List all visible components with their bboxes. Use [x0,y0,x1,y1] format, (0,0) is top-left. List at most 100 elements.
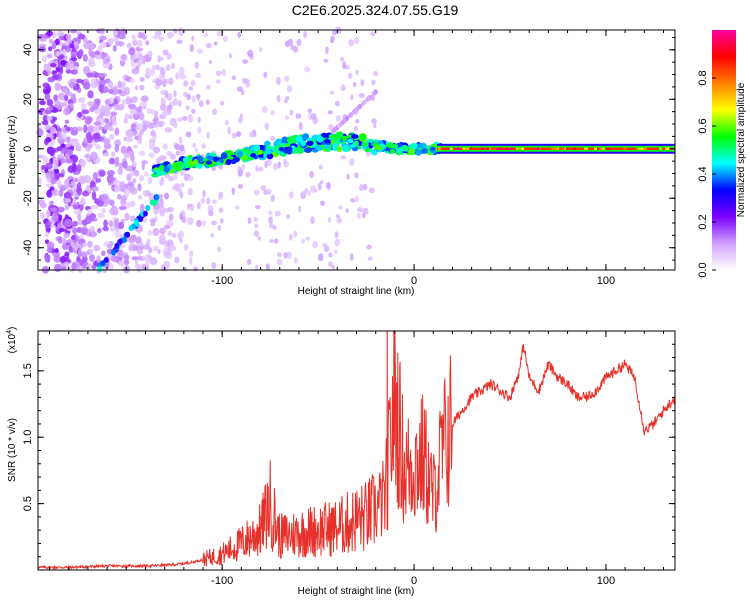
ridge-blob [358,133,367,140]
ridge-blob [361,141,369,147]
noise-blob [245,82,251,88]
noise-blob [191,35,195,42]
y-tick-label: -20 [22,190,34,206]
track-blob [125,231,131,238]
noise-blob [43,89,50,95]
noise-blob [66,238,74,244]
ridge-blob [300,140,307,146]
noise-blob [51,44,57,50]
band-segment [623,147,627,150]
noise-blob [270,194,275,202]
noise-blob [348,39,354,47]
ridge-blob [346,138,354,144]
noise-blob [75,145,82,152]
noise-blob [257,236,261,241]
noise-blob [93,244,101,252]
noise-blob [338,205,343,210]
noise-blob [104,143,112,150]
ridge-blob [323,139,331,144]
noise-blob [155,64,160,70]
band-segment [667,147,671,150]
noise-blob [329,90,335,95]
noise-blob [137,105,143,114]
noise-blob [222,35,228,43]
noise-blob [276,76,281,85]
noise-blob [255,264,259,271]
ridge-blob [206,155,215,161]
colorbar-tick-label: 0.0 [697,262,709,277]
noise-blob [50,126,57,135]
noise-blob [98,35,107,41]
noise-blob [104,99,111,105]
noise-blob [159,56,164,62]
noise-blob [357,207,364,213]
noise-blob [64,178,70,186]
noise-blob [366,244,372,250]
colorbar-tick-label: 0.8 [697,70,709,85]
noise-blob [92,132,101,140]
noise-blob [96,255,101,264]
noise-blob [270,110,275,116]
noise-blob [284,99,288,104]
noise-blob [72,227,78,235]
noise-blob [349,158,354,167]
noise-blob [131,34,136,40]
band-segment [637,147,641,150]
noise-blob [117,260,125,267]
noise-blob [64,251,70,257]
noise-blob [124,254,130,261]
noise-blob [133,144,139,149]
noise-blob [312,241,318,249]
noise-blob [126,173,132,182]
noise-blob [77,214,82,221]
noise-blob [51,213,59,222]
noise-blob [158,36,164,42]
noise-blob [64,119,70,124]
noise-blob [50,62,57,68]
noise-blob [213,41,218,46]
noise-blob [188,86,194,91]
noise-blob [139,111,144,116]
noise-blob [212,199,217,204]
noise-blob [44,138,49,146]
noise-blob [198,100,204,108]
noise-blob [166,52,172,60]
noise-blob [330,38,334,44]
noise-blob [129,78,135,84]
noise-blob [67,60,75,70]
spur-blob [342,118,347,124]
noise-blob [44,231,50,238]
noise-blob [44,221,52,229]
noise-blob [289,233,293,241]
ridge-blob [401,144,409,151]
noise-blob [164,91,169,99]
x-tick-label: -100 [211,575,233,587]
noise-blob [60,255,67,263]
noise-blob [37,177,43,185]
noise-blob [96,212,105,219]
track-blob [133,219,139,226]
spur-blob [348,112,353,118]
noise-blob [266,158,272,167]
noise-blob [162,143,168,150]
noise-blob [70,180,76,186]
band-segment [572,147,576,150]
ridge-blob [215,161,222,166]
noise-blob [217,246,222,253]
noise-blob [70,51,77,56]
noise-blob [171,232,177,238]
ridge-blob [293,148,302,154]
noise-blob [57,214,63,221]
noise-blob [104,263,110,269]
noise-blob [246,171,250,178]
band-segment [510,147,514,150]
noise-blob [41,55,48,63]
noise-blob [100,104,105,114]
noise-blob [298,122,303,131]
noise-blob [171,245,176,250]
noise-blob [172,185,177,191]
noise-blob [107,37,114,46]
noise-blob [48,38,53,44]
noise-blob [45,209,51,219]
noise-blob [295,113,302,119]
